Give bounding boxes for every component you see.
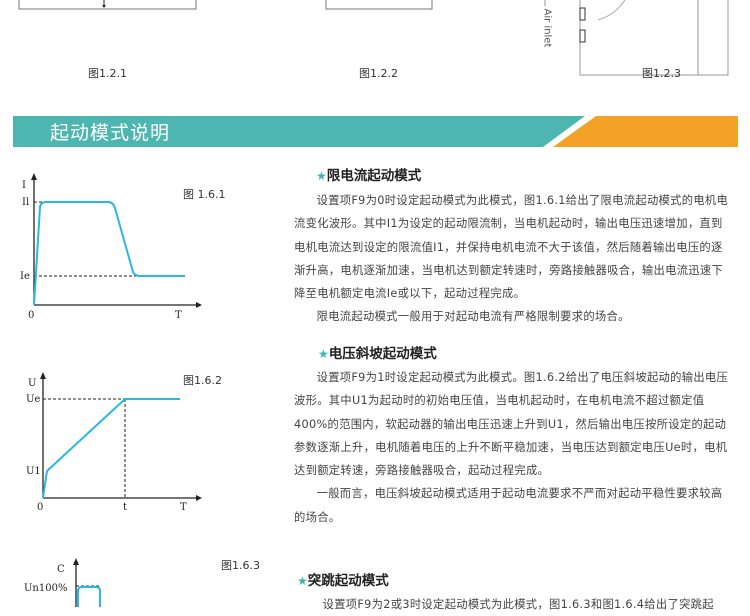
chart-fig-1-6-2: U Ue U1 0 t T: [26, 372, 202, 513]
heading-voltage-ramp: ★电压斜坡起动模式: [318, 346, 437, 362]
star-icon: ★: [318, 347, 329, 361]
level-il: Il: [22, 197, 29, 208]
x-axis-label: T: [175, 310, 182, 321]
star-icon: ★: [297, 574, 308, 588]
figure-1-2-1: [18, 0, 729, 76]
y-axis-label: C: [57, 564, 65, 575]
level-ue: Ue: [26, 394, 40, 405]
section-banner: [13, 116, 738, 147]
chart-fig-1-6-3: C Un100%: [24, 558, 101, 607]
air-inlet-label: Air inlet: [541, 8, 553, 48]
caption-fig-1-2-3: 图1.2.3: [642, 67, 681, 80]
banner-title: 起动模式说明: [50, 122, 171, 144]
kick-curve: [77, 586, 101, 607]
x-tick-t: t: [123, 502, 127, 513]
section-current-limit-text: 设置项F9为0时设定起动模式为此模式，图1.6.1给出了限电流起动模式的电机电流…: [294, 194, 729, 324]
section-kick-start-text: 设置项F9为2或3时设定起动模式为此模式，图1.6.3和图1.6.4给出了突跳起: [322, 598, 714, 611]
caption-fig-1-6-1: 图 1.6.1: [183, 188, 226, 201]
star-icon: ★: [316, 169, 327, 183]
x-axis-label: T: [180, 502, 187, 513]
level-un100: Un100%: [24, 583, 67, 594]
voltage-curve: [42, 398, 180, 499]
level-ie: Ie: [20, 271, 30, 282]
origin-label: 0: [37, 502, 43, 513]
section-voltage-ramp-text: 设置项F9为1时设定起动模式为此模式。图1.6.2给出了电压斜坡起动的输出电压波…: [294, 371, 729, 524]
caption-fig-1-6-3: 图1.6.3: [221, 559, 260, 572]
caption-fig-1-6-2: 图1.6.2: [183, 374, 222, 387]
caption-fig-1-2-2: 图1.2.2: [359, 67, 398, 80]
heading-current-limit: ★限电流起动模式: [316, 168, 422, 184]
current-curve: [33, 201, 185, 306]
caption-fig-1-2-1: 图1.2.1: [88, 67, 127, 80]
origin-label: 0: [28, 310, 34, 321]
heading-kick-start: ★突跳起动模式: [297, 573, 389, 589]
chart-fig-1-6-1: I Il Ie 0 T: [20, 173, 202, 321]
level-u1: U1: [26, 466, 41, 477]
y-axis-label: U: [28, 378, 36, 389]
y-axis-label: I: [22, 180, 26, 191]
